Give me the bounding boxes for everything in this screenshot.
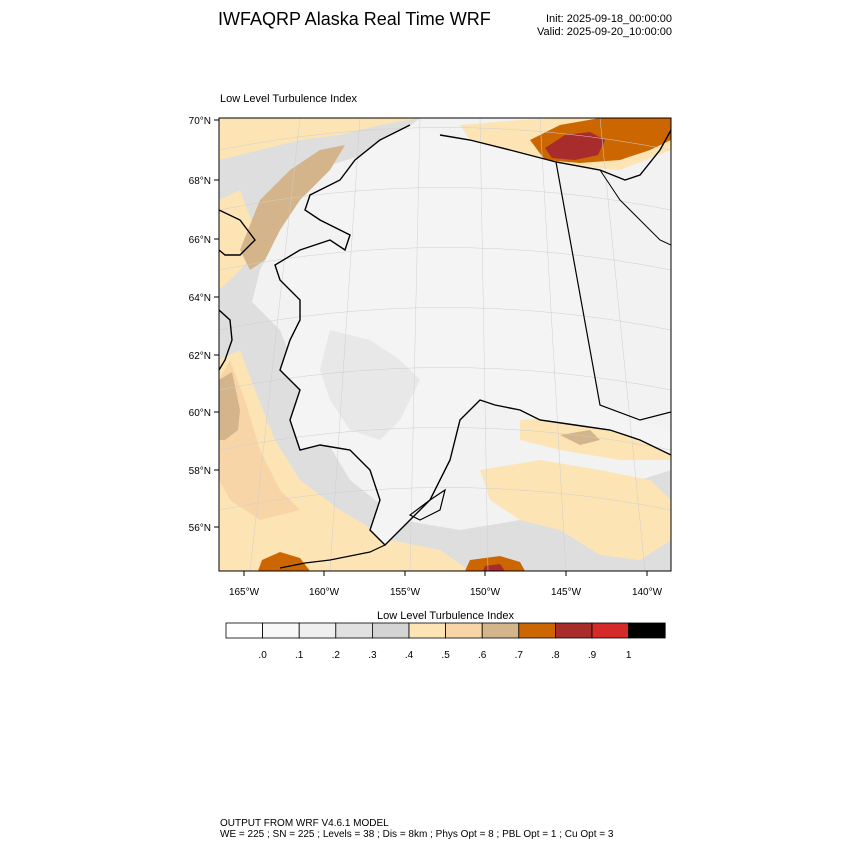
lon-label-150: 150°W xyxy=(470,587,501,598)
footer-config-line: WE = 225 ; SN = 225 ; Levels = 38 ; Dis … xyxy=(220,829,614,840)
field-land-gray xyxy=(320,330,420,440)
lat-label-68: 68°N xyxy=(189,176,211,187)
colorbar-label: .8 xyxy=(551,650,560,661)
colorbar-label: .7 xyxy=(514,650,523,661)
main-title: IWFAQRP Alaska Real Time WRF xyxy=(218,9,491,29)
lon-label-145: 145°W xyxy=(551,587,582,598)
colorbar-swatch xyxy=(591,622,629,639)
lat-label-64: 64°N xyxy=(189,293,211,304)
field-gulf-tan xyxy=(560,430,600,445)
border-line xyxy=(555,161,671,421)
colorbar-swatch xyxy=(555,622,593,639)
colorbar-swatch xyxy=(225,622,263,639)
graticule xyxy=(219,118,671,571)
aleutian-coastline xyxy=(279,544,386,569)
colorbar-label: .4 xyxy=(404,650,414,661)
footer-model-line: OUTPUT FROM WRF V4.6.1 MODEL xyxy=(220,818,389,829)
lat-label-66: 66°N xyxy=(189,235,211,246)
colorbar-label: .5 xyxy=(441,650,450,661)
colorbar-swatch xyxy=(408,622,446,639)
coastline xyxy=(274,124,671,546)
field-land xyxy=(275,125,671,545)
lon-label-140: 140°W xyxy=(632,587,663,598)
colorbar-label: .2 xyxy=(331,650,340,661)
field-gulf-pale xyxy=(480,460,671,560)
colorbar xyxy=(225,622,666,639)
lat-label-60: 60°N xyxy=(189,408,211,419)
kodiak-coastline xyxy=(408,488,446,521)
yukon-border xyxy=(599,169,671,246)
lon-label-160: 160°W xyxy=(309,587,340,598)
colorbar-label: .3 xyxy=(368,650,377,661)
valid-time: Valid: 2025-09-20_10:00:00 xyxy=(537,26,672,38)
field-bering-north xyxy=(219,118,420,345)
colorbar-swatch xyxy=(262,622,300,639)
lat-label-58: 58°N xyxy=(189,466,211,477)
plot-label: Low Level Turbulence Index xyxy=(220,93,357,105)
colorbar-label: .9 xyxy=(587,650,597,661)
colorbar-label: .6 xyxy=(478,650,487,661)
field-south-orange xyxy=(465,556,525,571)
field-beaufort-red xyxy=(545,132,605,160)
west-coastline xyxy=(219,309,233,371)
field-south-red xyxy=(483,564,505,571)
field-arctic-pale xyxy=(219,118,420,160)
field-chukchi-band xyxy=(240,145,345,270)
colorbar-label: .1 xyxy=(295,650,304,661)
lat-label-56: 56°N xyxy=(189,523,211,534)
field-yukon xyxy=(556,162,671,405)
field-bering-pale xyxy=(219,350,470,571)
field-bering-tan xyxy=(219,360,300,520)
colorbar-swatch xyxy=(371,622,410,639)
map-frame xyxy=(218,117,672,572)
lon-label-155: 155°W xyxy=(390,587,421,598)
lon-label-165: 165°W xyxy=(229,587,260,598)
lat-label-70: 70°N xyxy=(189,116,211,127)
colorbar-swatch xyxy=(335,622,373,639)
field-south-ocean xyxy=(219,300,671,571)
axis-ticks xyxy=(214,119,648,576)
field-peninsula-orange xyxy=(258,552,310,571)
chukotka-coastline xyxy=(219,209,256,256)
colorbar-swatch xyxy=(481,622,520,639)
map-field xyxy=(219,118,671,571)
colorbar-swatch xyxy=(518,622,556,639)
init-time: Init: 2025-09-18_00:00:00 xyxy=(546,13,672,25)
colorbar-title: Low Level Turbulence Index xyxy=(377,610,514,622)
colorbar-swatch xyxy=(445,622,483,639)
lat-label-62: 62°N xyxy=(189,351,211,362)
colorbar-swatch xyxy=(298,622,337,639)
colorbar-label: .0 xyxy=(258,650,267,661)
colorbar-label: 1 xyxy=(625,650,632,661)
colorbar-swatch xyxy=(628,622,666,639)
